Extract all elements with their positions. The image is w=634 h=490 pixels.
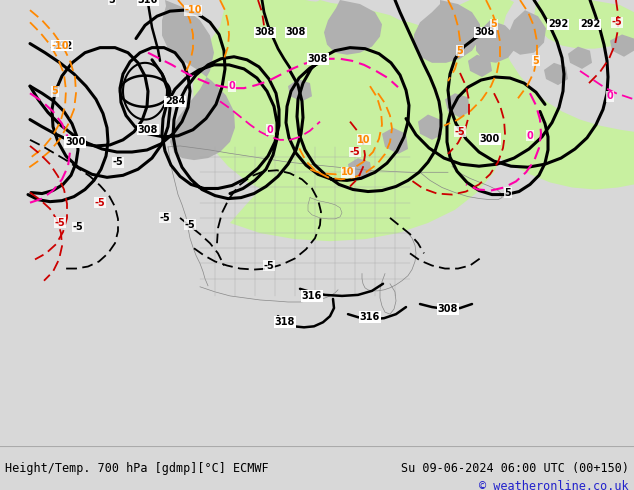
Text: 308: 308 <box>138 125 158 135</box>
Text: 308: 308 <box>255 27 275 37</box>
Text: 10: 10 <box>357 135 371 145</box>
Polygon shape <box>414 0 480 63</box>
Text: -5: -5 <box>612 17 623 27</box>
Text: 0: 0 <box>267 125 273 135</box>
Text: 5: 5 <box>456 46 463 56</box>
Text: -10: -10 <box>51 41 68 50</box>
Polygon shape <box>295 0 348 45</box>
Text: 0: 0 <box>607 91 613 101</box>
Text: 5: 5 <box>108 0 115 5</box>
Polygon shape <box>230 18 507 241</box>
Polygon shape <box>534 0 634 49</box>
Text: 10: 10 <box>341 167 355 177</box>
Text: 292: 292 <box>548 19 568 29</box>
Text: 0: 0 <box>229 81 235 91</box>
Polygon shape <box>418 115 442 140</box>
Polygon shape <box>418 0 634 190</box>
Polygon shape <box>324 0 382 55</box>
Text: 292: 292 <box>52 41 72 50</box>
Text: Su 09-06-2024 06:00 UTC (00+150): Su 09-06-2024 06:00 UTC (00+150) <box>401 462 629 475</box>
Text: 292: 292 <box>580 19 600 29</box>
Text: 316: 316 <box>138 0 158 5</box>
Text: 300: 300 <box>480 134 500 144</box>
Text: 300: 300 <box>65 137 85 147</box>
Polygon shape <box>348 158 372 179</box>
Text: 5: 5 <box>51 86 58 96</box>
Text: 308: 308 <box>438 304 458 314</box>
Text: 318: 318 <box>275 317 295 327</box>
Polygon shape <box>568 47 592 69</box>
Polygon shape <box>468 55 492 77</box>
Polygon shape <box>476 20 516 63</box>
Text: -5: -5 <box>349 147 360 157</box>
Text: 316: 316 <box>302 291 322 301</box>
Polygon shape <box>508 10 546 55</box>
Text: 308: 308 <box>286 27 306 37</box>
Text: Height/Temp. 700 hPa [gdmp][°C] ECMWF: Height/Temp. 700 hPa [gdmp][°C] ECMWF <box>5 462 269 475</box>
Polygon shape <box>162 0 235 160</box>
Text: 5: 5 <box>533 56 540 66</box>
Text: 0: 0 <box>527 131 533 141</box>
Text: © weatheronline.co.uk: © weatheronline.co.uk <box>479 480 629 490</box>
Text: -5: -5 <box>455 127 465 137</box>
Text: -5: -5 <box>113 157 124 167</box>
Text: 316: 316 <box>360 312 380 322</box>
Polygon shape <box>382 128 408 154</box>
Text: 5: 5 <box>505 188 512 197</box>
Text: -5: -5 <box>55 218 65 228</box>
Text: 284: 284 <box>165 97 185 106</box>
Polygon shape <box>445 93 470 118</box>
Text: 5: 5 <box>491 19 498 29</box>
Text: -10: -10 <box>184 5 202 15</box>
Text: -5: -5 <box>264 261 275 270</box>
Text: -5: -5 <box>160 213 171 223</box>
Text: -5: -5 <box>73 222 84 232</box>
Polygon shape <box>610 34 634 57</box>
Polygon shape <box>544 63 568 85</box>
Polygon shape <box>260 0 310 4</box>
Text: 308: 308 <box>308 54 328 64</box>
Text: -5: -5 <box>94 197 105 208</box>
Text: 308: 308 <box>475 27 495 37</box>
Polygon shape <box>288 79 312 101</box>
Text: -5: -5 <box>184 220 195 230</box>
Polygon shape <box>193 0 474 206</box>
